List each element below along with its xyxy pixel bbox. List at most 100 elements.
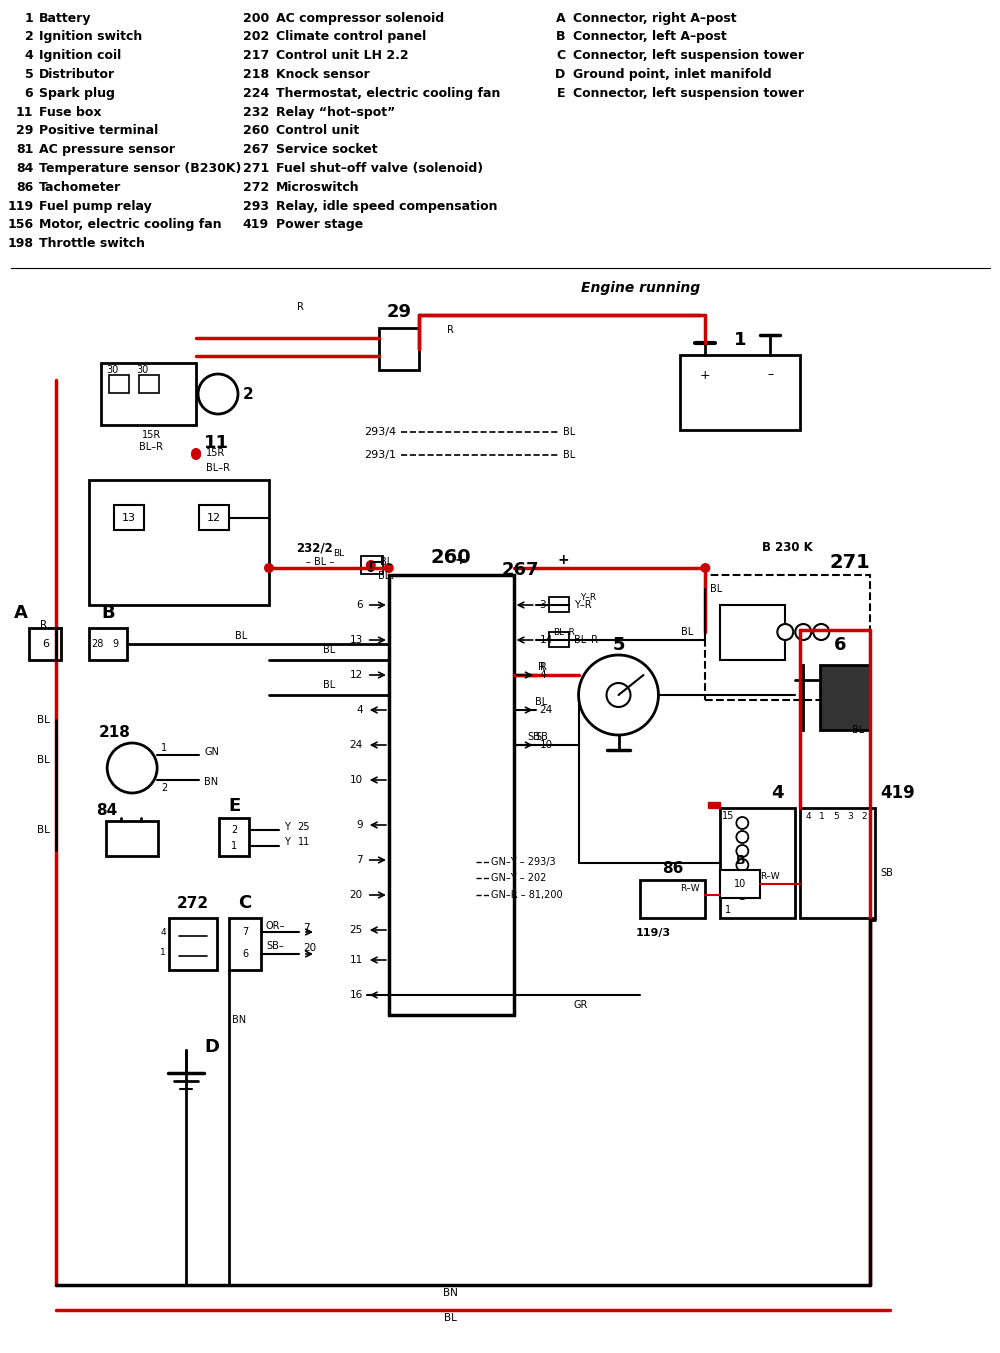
Text: C: C (238, 894, 252, 912)
Text: SB–: SB– (266, 940, 284, 951)
Text: 6: 6 (25, 87, 33, 100)
Text: Control unit LH 2.2: Control unit LH 2.2 (276, 49, 409, 62)
Text: 1: 1 (734, 331, 747, 349)
Text: Climate control panel: Climate control panel (276, 30, 426, 43)
Text: 29: 29 (16, 124, 33, 137)
Text: 419: 419 (880, 783, 915, 802)
Text: 7: 7 (356, 855, 363, 865)
Text: 10: 10 (540, 740, 553, 750)
Bar (89, 628, 127, 660)
Text: 10: 10 (734, 879, 746, 889)
Text: R–W: R–W (681, 884, 700, 893)
Text: GN–Y – 293/3: GN–Y – 293/3 (491, 856, 555, 867)
Text: 2: 2 (25, 30, 33, 43)
Text: 4: 4 (160, 928, 166, 936)
Text: 217: 217 (243, 49, 269, 62)
Text: Spark plug: Spark plug (39, 87, 115, 100)
Text: Ground point, inlet manifold: Ground point, inlet manifold (573, 68, 771, 81)
Text: Ignition coil: Ignition coil (39, 49, 122, 62)
Text: 30: 30 (136, 365, 148, 375)
Circle shape (579, 655, 658, 735)
Text: Connector, left suspension tower: Connector, left suspension tower (573, 87, 804, 100)
Text: 11: 11 (204, 434, 229, 452)
Text: 6: 6 (356, 599, 363, 610)
Text: 267: 267 (243, 143, 269, 156)
Text: 20: 20 (350, 890, 363, 900)
Bar (820, 666, 870, 731)
Text: 1: 1 (160, 947, 166, 957)
Text: BN: BN (443, 1288, 458, 1298)
Text: Relay “hot–spot”: Relay “hot–spot” (276, 106, 395, 119)
Text: BL: BL (323, 681, 335, 690)
Bar (109, 375, 129, 392)
Bar (89, 480, 269, 605)
Text: 14: 14 (540, 635, 553, 645)
Text: Service socket: Service socket (276, 143, 378, 156)
Text: 271: 271 (830, 552, 871, 571)
Text: 1: 1 (161, 743, 167, 754)
Text: 200: 200 (243, 11, 269, 24)
Text: 10: 10 (350, 775, 363, 785)
Bar (229, 917, 261, 970)
Text: BL: BL (563, 428, 575, 437)
Text: Throttle switch: Throttle switch (39, 237, 145, 250)
Text: 1: 1 (231, 842, 237, 851)
Circle shape (795, 624, 811, 640)
Bar (720, 808, 795, 917)
Circle shape (107, 743, 157, 793)
Text: BL: BL (37, 714, 50, 725)
Text: 419: 419 (243, 218, 269, 231)
Text: 12: 12 (350, 670, 363, 681)
Text: Positive terminal: Positive terminal (39, 124, 159, 137)
Text: A: A (556, 11, 566, 24)
Text: BL–R: BL–R (553, 628, 575, 636)
Text: 232: 232 (243, 106, 269, 119)
Text: 4: 4 (25, 49, 33, 62)
Text: BL–R: BL–R (206, 463, 230, 474)
Circle shape (700, 563, 710, 574)
Text: +: + (455, 553, 467, 567)
Circle shape (736, 859, 748, 871)
Text: 84: 84 (16, 162, 33, 175)
Text: 81: 81 (16, 143, 33, 156)
Text: 15R: 15R (142, 430, 161, 440)
Text: 84: 84 (96, 802, 117, 817)
Text: 6: 6 (834, 636, 846, 653)
Text: 4: 4 (540, 670, 546, 681)
Text: R–W: R–W (760, 871, 780, 881)
Bar (720, 870, 760, 898)
Text: R: R (538, 662, 545, 672)
Text: Thermostat, electric cooling fan: Thermostat, electric cooling fan (276, 87, 500, 100)
Text: 119: 119 (7, 199, 33, 212)
Bar (139, 375, 159, 392)
Text: Battery: Battery (39, 11, 92, 24)
Text: AC pressure sensor: AC pressure sensor (39, 143, 175, 156)
Text: Relay, idle speed compensation: Relay, idle speed compensation (276, 199, 497, 212)
Text: 293/4: 293/4 (364, 428, 396, 437)
Text: Connector, right A–post: Connector, right A–post (573, 11, 736, 24)
Text: OR–: OR– (266, 921, 285, 931)
Text: –: – (767, 368, 773, 382)
Bar (29, 628, 61, 660)
Text: 30: 30 (106, 365, 118, 375)
Circle shape (736, 817, 748, 829)
Bar (101, 363, 196, 425)
Text: R: R (540, 662, 547, 672)
Bar (379, 327, 419, 369)
Text: SB: SB (880, 869, 893, 878)
Bar (705, 575, 870, 700)
Text: 7: 7 (242, 927, 248, 938)
Text: 4: 4 (805, 812, 811, 820)
Bar (720, 605, 785, 660)
Text: 25: 25 (350, 925, 363, 935)
Text: R: R (447, 325, 454, 336)
Text: A: A (13, 603, 27, 622)
Circle shape (813, 624, 829, 640)
Text: 11: 11 (350, 955, 363, 965)
Text: 12: 12 (207, 513, 221, 524)
Text: BL: BL (852, 725, 864, 735)
Circle shape (384, 563, 394, 574)
Text: BL: BL (37, 825, 50, 835)
Text: BL: BL (333, 548, 344, 557)
Text: 3: 3 (847, 812, 853, 820)
